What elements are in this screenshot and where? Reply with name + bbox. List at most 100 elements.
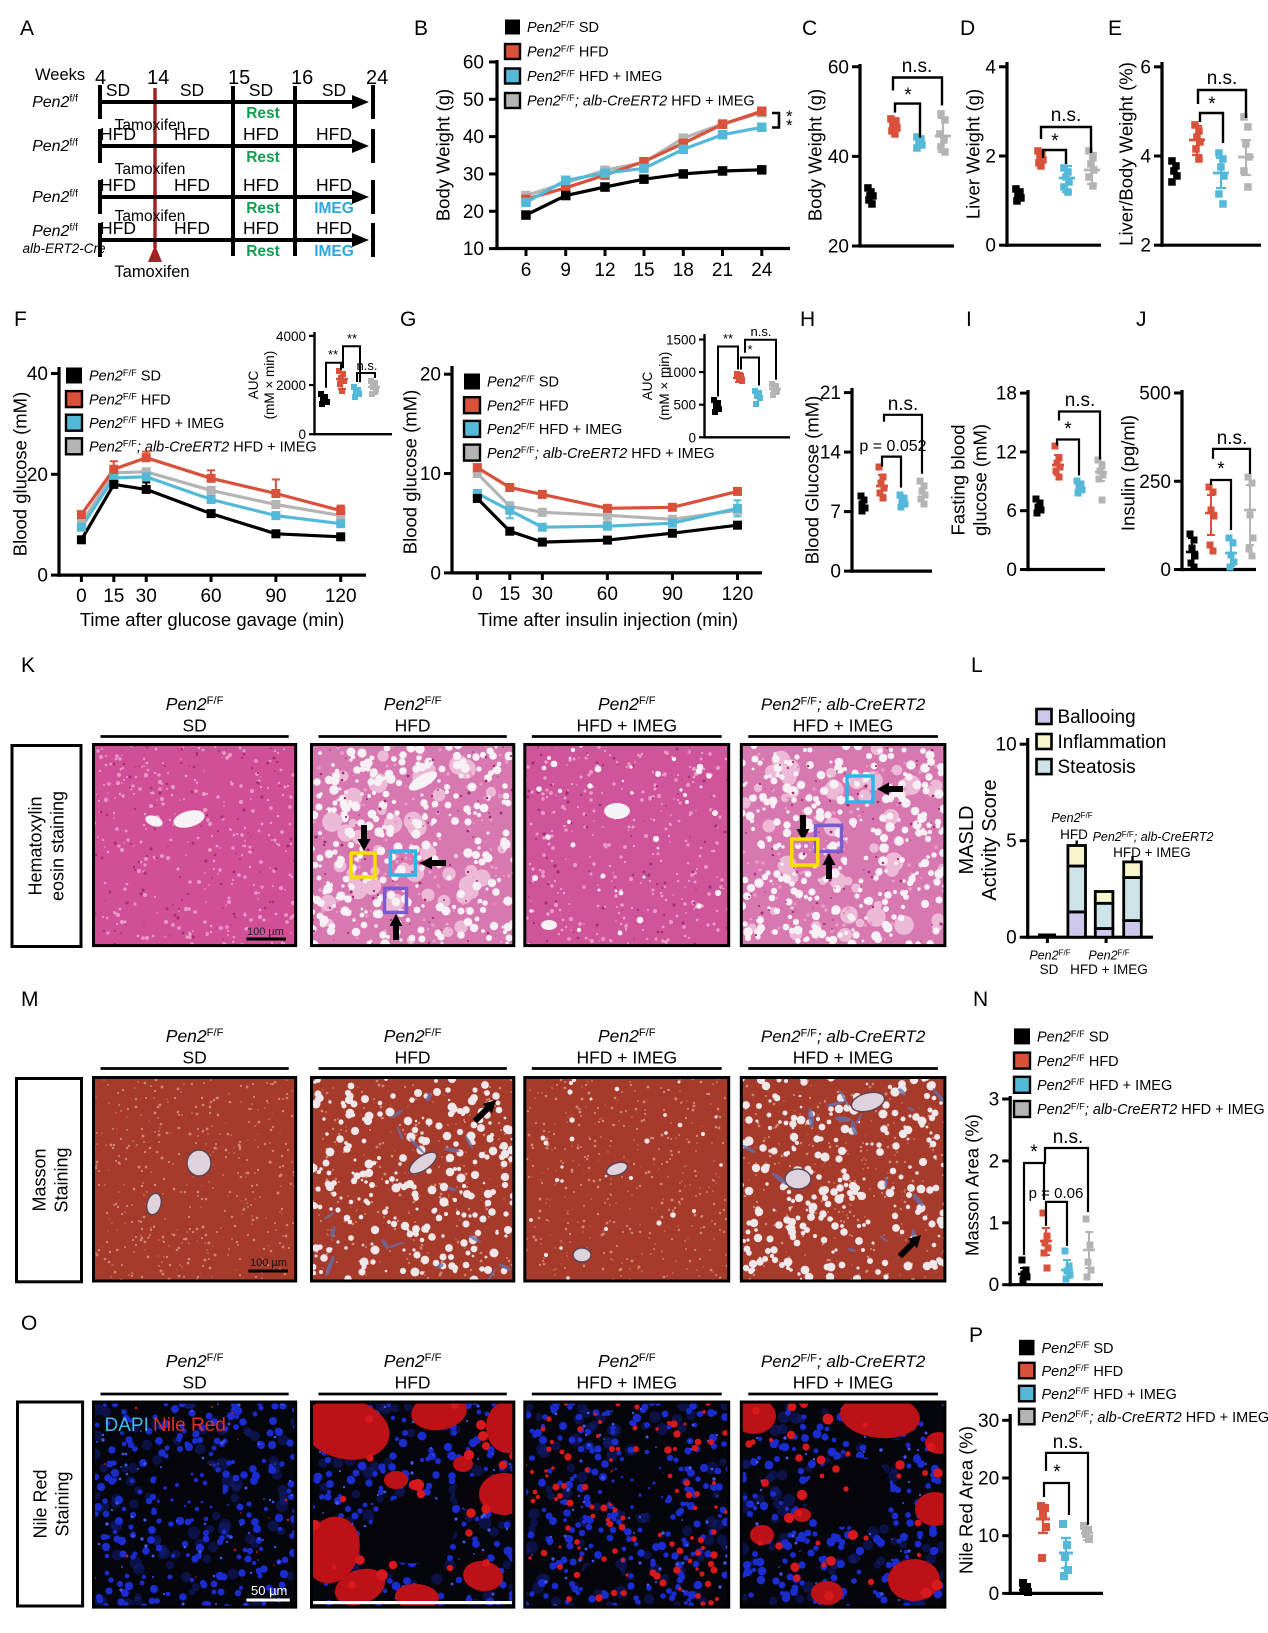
svg-text:Pen2F/F HFD + IMEG: Pen2F/F HFD + IMEG bbox=[487, 421, 622, 438]
svg-text:90: 90 bbox=[265, 586, 286, 607]
svg-text:SD: SD bbox=[322, 80, 346, 100]
svg-text:Fasting blood: Fasting blood bbox=[948, 424, 969, 535]
svg-text:1: 1 bbox=[989, 1213, 1000, 1234]
svg-text:14: 14 bbox=[147, 67, 169, 89]
svg-text:glucose (mM): glucose (mM) bbox=[970, 424, 991, 536]
svg-text:HFD: HFD bbox=[174, 124, 210, 144]
svg-text:Liver Weight (g): Liver Weight (g) bbox=[963, 89, 984, 219]
svg-text:Pen2F/F: Pen2F/F bbox=[1088, 948, 1129, 962]
svg-text:6: 6 bbox=[521, 260, 532, 281]
svg-text:0: 0 bbox=[472, 584, 483, 605]
svg-text:p = 0.052: p = 0.052 bbox=[859, 438, 926, 455]
svg-text:n.s.: n.s. bbox=[888, 394, 919, 415]
svg-text:Ballooing: Ballooing bbox=[1058, 707, 1136, 728]
svg-text:20: 20 bbox=[463, 202, 484, 223]
svg-text:Pen2F/F: Pen2F/F bbox=[166, 694, 224, 714]
svg-text:Hematoxylin: Hematoxylin bbox=[26, 796, 46, 895]
svg-text:n.s.: n.s. bbox=[1053, 1127, 1084, 1148]
svg-text:HFD + IMEG: HFD + IMEG bbox=[576, 716, 677, 736]
svg-text:Tamoxifen: Tamoxifen bbox=[114, 263, 189, 281]
svg-text:Pen2F/F: Pen2F/F bbox=[384, 694, 442, 714]
svg-text:Pen2F/F; alb-CreERT2 HFD + IME: Pen2F/F; alb-CreERT2 HFD + IMEG bbox=[1037, 1101, 1265, 1118]
svg-text:120: 120 bbox=[325, 586, 357, 607]
svg-text:0: 0 bbox=[830, 562, 841, 583]
svg-text:HFD: HFD bbox=[243, 218, 279, 238]
svg-text:C: C bbox=[802, 17, 817, 40]
svg-text:Body Weight (g): Body Weight (g) bbox=[433, 89, 454, 221]
svg-text:HFD + IMEG: HFD + IMEG bbox=[1070, 962, 1148, 977]
svg-text:Blood Glucose (mM): Blood Glucose (mM) bbox=[802, 396, 823, 565]
svg-text:9: 9 bbox=[560, 260, 571, 281]
svg-text:G: G bbox=[400, 308, 416, 331]
svg-text:0: 0 bbox=[430, 563, 441, 584]
svg-text:18: 18 bbox=[996, 384, 1017, 405]
svg-text:AUC: AUC bbox=[246, 371, 261, 400]
svg-text:30: 30 bbox=[136, 586, 157, 607]
svg-text:HFD: HFD bbox=[316, 218, 352, 238]
svg-text:**: ** bbox=[723, 331, 733, 346]
svg-text:SD: SD bbox=[182, 716, 206, 736]
svg-text:**: ** bbox=[347, 331, 357, 346]
svg-text:*: * bbox=[1030, 1142, 1038, 1163]
svg-text:H: H bbox=[800, 308, 815, 331]
svg-text:15: 15 bbox=[633, 260, 654, 281]
svg-text:Pen2F/F HFD + IMEG: Pen2F/F HFD + IMEG bbox=[527, 68, 662, 85]
svg-text:500: 500 bbox=[673, 398, 696, 413]
svg-text:Pen2F/F HFD: Pen2F/F HFD bbox=[1037, 1053, 1119, 1070]
svg-text:**: ** bbox=[328, 347, 338, 362]
svg-text:40: 40 bbox=[828, 147, 849, 168]
svg-text:Tamoxifen: Tamoxifen bbox=[115, 117, 186, 134]
svg-text:n.s.: n.s. bbox=[1065, 390, 1096, 411]
svg-text:Pen2F/F; alb-CreERT2: Pen2F/F; alb-CreERT2 bbox=[761, 1027, 926, 1046]
svg-text:Pen2F/F HFD: Pen2F/F HFD bbox=[89, 392, 171, 409]
svg-text:Activity Score: Activity Score bbox=[979, 779, 1001, 900]
svg-text:2: 2 bbox=[1140, 236, 1151, 257]
svg-text:2: 2 bbox=[989, 1151, 1000, 1172]
svg-text:Pen2f/f: Pen2f/f bbox=[32, 223, 78, 240]
svg-text:Pen2F/F; alb-CreERT2 HFD + IME: Pen2F/F; alb-CreERT2 HFD + IMEG bbox=[527, 93, 755, 110]
svg-text:40: 40 bbox=[463, 127, 484, 148]
svg-text:Time after glucose gavage (min: Time after glucose gavage (min) bbox=[80, 609, 345, 630]
svg-text:Pen2F/F: Pen2F/F bbox=[1029, 948, 1070, 962]
svg-text:15: 15 bbox=[228, 67, 250, 89]
svg-text:n.s.: n.s. bbox=[357, 358, 378, 373]
svg-text:2000: 2000 bbox=[276, 378, 306, 393]
svg-text:40: 40 bbox=[27, 364, 48, 385]
svg-text:100 µm: 100 µm bbox=[250, 1257, 287, 1269]
svg-text:HFD: HFD bbox=[100, 124, 136, 144]
svg-text:*: * bbox=[1217, 459, 1225, 480]
svg-text:A: A bbox=[20, 17, 34, 40]
svg-text:n.s.: n.s. bbox=[751, 324, 772, 339]
svg-text:Weeks: Weeks bbox=[35, 66, 85, 84]
svg-text:60: 60 bbox=[463, 52, 484, 73]
svg-text:4: 4 bbox=[1140, 147, 1151, 168]
svg-text:SD: SD bbox=[182, 1048, 206, 1068]
svg-text:HFD: HFD bbox=[174, 218, 210, 238]
svg-text:Pen2F/F SD: Pen2F/F SD bbox=[89, 368, 161, 385]
svg-text:M: M bbox=[21, 988, 39, 1011]
svg-text:AUC: AUC bbox=[640, 372, 655, 401]
svg-text:100 µm: 100 µm bbox=[247, 926, 284, 938]
svg-text:0: 0 bbox=[989, 1275, 1000, 1296]
svg-text:HFD: HFD bbox=[1060, 827, 1088, 842]
svg-text:HFD + IMEG: HFD + IMEG bbox=[576, 1048, 677, 1068]
svg-text:HFD + IMEG: HFD + IMEG bbox=[1113, 845, 1191, 860]
svg-text:HFD: HFD bbox=[316, 124, 352, 144]
svg-text:*: * bbox=[786, 107, 793, 126]
svg-text:120: 120 bbox=[722, 584, 754, 605]
svg-text:E: E bbox=[1108, 17, 1122, 40]
svg-text:HFD: HFD bbox=[243, 175, 279, 195]
svg-text:Steatosis: Steatosis bbox=[1058, 757, 1136, 778]
svg-text:60: 60 bbox=[828, 57, 849, 78]
svg-text:15: 15 bbox=[499, 584, 520, 605]
svg-text:n.s.: n.s. bbox=[1217, 428, 1248, 449]
svg-text:N: N bbox=[973, 988, 988, 1011]
svg-text:0: 0 bbox=[298, 427, 306, 442]
svg-text:Pen2F/F: Pen2F/F bbox=[384, 1351, 442, 1371]
svg-text:HFD: HFD bbox=[395, 1373, 431, 1393]
svg-text:Pen2F/F: Pen2F/F bbox=[598, 1026, 656, 1046]
svg-text:30: 30 bbox=[532, 584, 553, 605]
svg-text:Pen2F/F; alb-CreERT2: Pen2F/F; alb-CreERT2 bbox=[1093, 830, 1214, 844]
svg-text:1000: 1000 bbox=[666, 365, 696, 380]
svg-text:30: 30 bbox=[463, 164, 484, 185]
